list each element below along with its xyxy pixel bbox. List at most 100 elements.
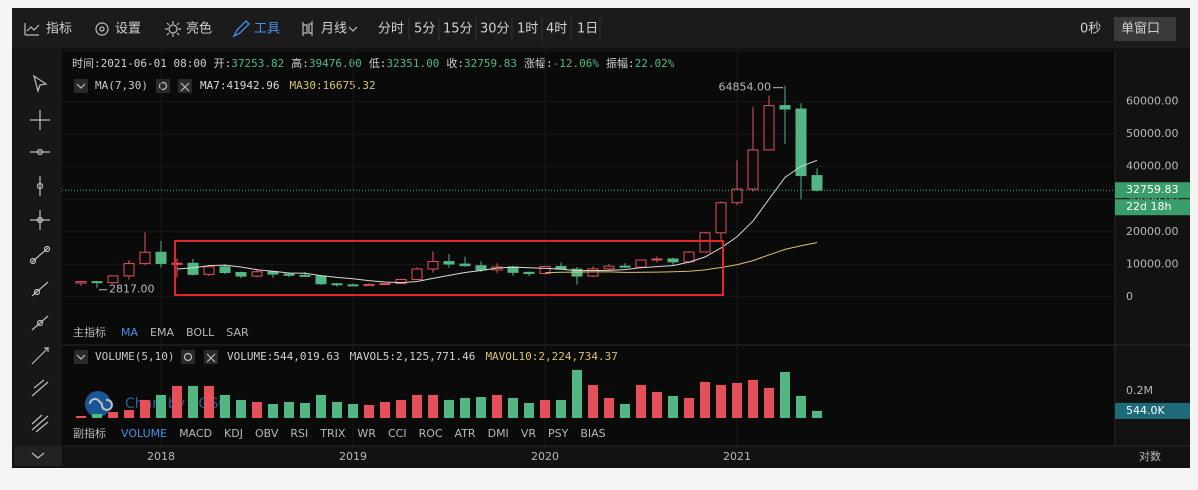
indicator-name: MA(7,30) bbox=[95, 79, 148, 92]
x-tick-label: 2019 bbox=[339, 450, 367, 463]
tool-channel[interactable] bbox=[31, 379, 49, 397]
volume-bar bbox=[652, 391, 662, 418]
interval-button[interactable]: 分时 bbox=[378, 22, 404, 37]
info-label: 收: bbox=[446, 56, 464, 70]
tool-segment[interactable] bbox=[43, 245, 51, 253]
tool-pointer[interactable] bbox=[33, 74, 48, 94]
candle-body bbox=[603, 265, 615, 270]
candle-body bbox=[587, 268, 599, 277]
collapse-toggle[interactable] bbox=[74, 79, 88, 93]
scale-mode[interactable]: 对数 bbox=[1139, 449, 1161, 463]
tool-segment[interactable] bbox=[29, 257, 37, 265]
volume-bar bbox=[316, 394, 326, 418]
window-button[interactable] bbox=[1114, 17, 1176, 41]
candle-body bbox=[539, 265, 551, 274]
candle-body bbox=[331, 283, 343, 286]
tool-hline[interactable] bbox=[36, 148, 44, 156]
tab[interactable]: OBV bbox=[255, 427, 279, 440]
volume-bar bbox=[332, 401, 342, 418]
tab[interactable]: EMA bbox=[150, 326, 174, 339]
toolbar: 指标 设置 亮色 工具 月线 分时 5分 15分 30分 1时 4时 1日 0秒… bbox=[24, 17, 1176, 41]
tool-ray[interactable] bbox=[33, 288, 41, 296]
candle-body bbox=[779, 105, 791, 110]
volume-bar bbox=[108, 411, 118, 418]
tab[interactable]: BIAS bbox=[580, 427, 605, 440]
tab[interactable]: VOLUME bbox=[121, 427, 167, 440]
candle-body bbox=[123, 263, 135, 277]
tab[interactable]: BOLL bbox=[186, 326, 215, 339]
tab[interactable]: ATR bbox=[455, 427, 476, 440]
toolbar-button[interactable]: 月线 bbox=[321, 22, 347, 37]
tool-line[interactable] bbox=[36, 319, 44, 327]
tab[interactable]: VR bbox=[521, 427, 537, 440]
countdown-label: 22d 18h bbox=[1126, 200, 1171, 213]
tool-crossline[interactable] bbox=[30, 210, 50, 230]
candle-body bbox=[299, 274, 311, 277]
interval-button[interactable]: 5分 bbox=[414, 22, 435, 37]
plot: 60000.0050000.0040000.0030000.0020000.00… bbox=[62, 52, 1190, 463]
tool-line[interactable] bbox=[31, 315, 49, 331]
tab[interactable]: KDJ bbox=[224, 427, 243, 440]
info-value: -12.06% bbox=[553, 57, 600, 70]
volume-bar bbox=[748, 379, 758, 418]
info-value: 39476.00 bbox=[309, 57, 362, 70]
chart-bg bbox=[62, 52, 1115, 446]
tab[interactable]: DMI bbox=[488, 427, 509, 440]
info-label: 高: bbox=[291, 56, 309, 70]
tab[interactable]: ROC bbox=[419, 427, 443, 440]
toolbar-button[interactable]: 亮色 bbox=[186, 21, 212, 37]
volume-bar bbox=[156, 394, 166, 418]
tool-crossline[interactable] bbox=[36, 216, 44, 224]
tool-parallel[interactable] bbox=[31, 414, 49, 433]
remove-button[interactable] bbox=[204, 350, 218, 364]
candle-body bbox=[155, 251, 167, 264]
volume-bar bbox=[812, 410, 822, 418]
collapse-toggle[interactable] bbox=[74, 350, 88, 364]
legend-entry: MA30:16675.32 bbox=[289, 79, 375, 92]
toolbar-button[interactable]: 设置 bbox=[115, 22, 141, 37]
tab[interactable]: CCI bbox=[388, 427, 407, 440]
candle-body bbox=[187, 262, 199, 275]
volume-bar bbox=[124, 409, 134, 418]
visibility-toggle[interactable] bbox=[181, 350, 195, 364]
tab[interactable]: WR bbox=[357, 427, 376, 440]
candle-body bbox=[747, 149, 759, 190]
y-tick-label: 50000.00 bbox=[1126, 127, 1179, 140]
volume-bar bbox=[268, 403, 278, 418]
tab[interactable]: TRIX bbox=[319, 427, 346, 440]
tab[interactable]: SAR bbox=[226, 326, 249, 339]
toolbar-button[interactable]: 指标 bbox=[46, 22, 72, 37]
last-volume-box bbox=[1115, 402, 1190, 419]
interval-button[interactable]: 1日 bbox=[577, 22, 598, 37]
settings-icon bbox=[95, 22, 109, 36]
legend-entry: MA7:41942.96 bbox=[200, 79, 279, 92]
tab[interactable]: MA bbox=[121, 326, 138, 339]
volume-bar bbox=[620, 403, 630, 418]
x-tick-label: 2021 bbox=[723, 450, 751, 463]
tab[interactable]: RSI bbox=[290, 427, 308, 440]
interval-button[interactable]: 1时 bbox=[517, 22, 538, 37]
tab[interactable]: MACD bbox=[179, 427, 212, 440]
interval-button[interactable]: 4时 bbox=[546, 22, 567, 37]
tool-cross[interactable] bbox=[30, 110, 50, 130]
volume-bar bbox=[524, 402, 534, 418]
watermark-logo bbox=[85, 391, 111, 417]
candle-body bbox=[91, 281, 103, 284]
volume-bar bbox=[76, 415, 86, 418]
volume-bar bbox=[716, 384, 726, 418]
interval-button[interactable]: 15分 bbox=[443, 22, 473, 37]
volume-bar bbox=[364, 404, 374, 418]
tab[interactable]: PSY bbox=[548, 427, 569, 440]
collapse-button[interactable] bbox=[14, 446, 62, 466]
remove-button[interactable] bbox=[178, 79, 192, 93]
separator bbox=[408, 17, 601, 41]
tool-vline[interactable] bbox=[36, 182, 44, 190]
info-label: 开: bbox=[214, 57, 232, 70]
toolbar-button[interactable]: 工具 bbox=[254, 22, 280, 37]
interval-button[interactable]: 30分 bbox=[480, 22, 510, 37]
candle-body bbox=[219, 266, 231, 274]
timer: 0秒 bbox=[1080, 22, 1101, 37]
visibility-toggle[interactable] bbox=[156, 79, 170, 93]
volume-bar bbox=[780, 371, 790, 418]
tool-arrow[interactable] bbox=[31, 347, 50, 365]
